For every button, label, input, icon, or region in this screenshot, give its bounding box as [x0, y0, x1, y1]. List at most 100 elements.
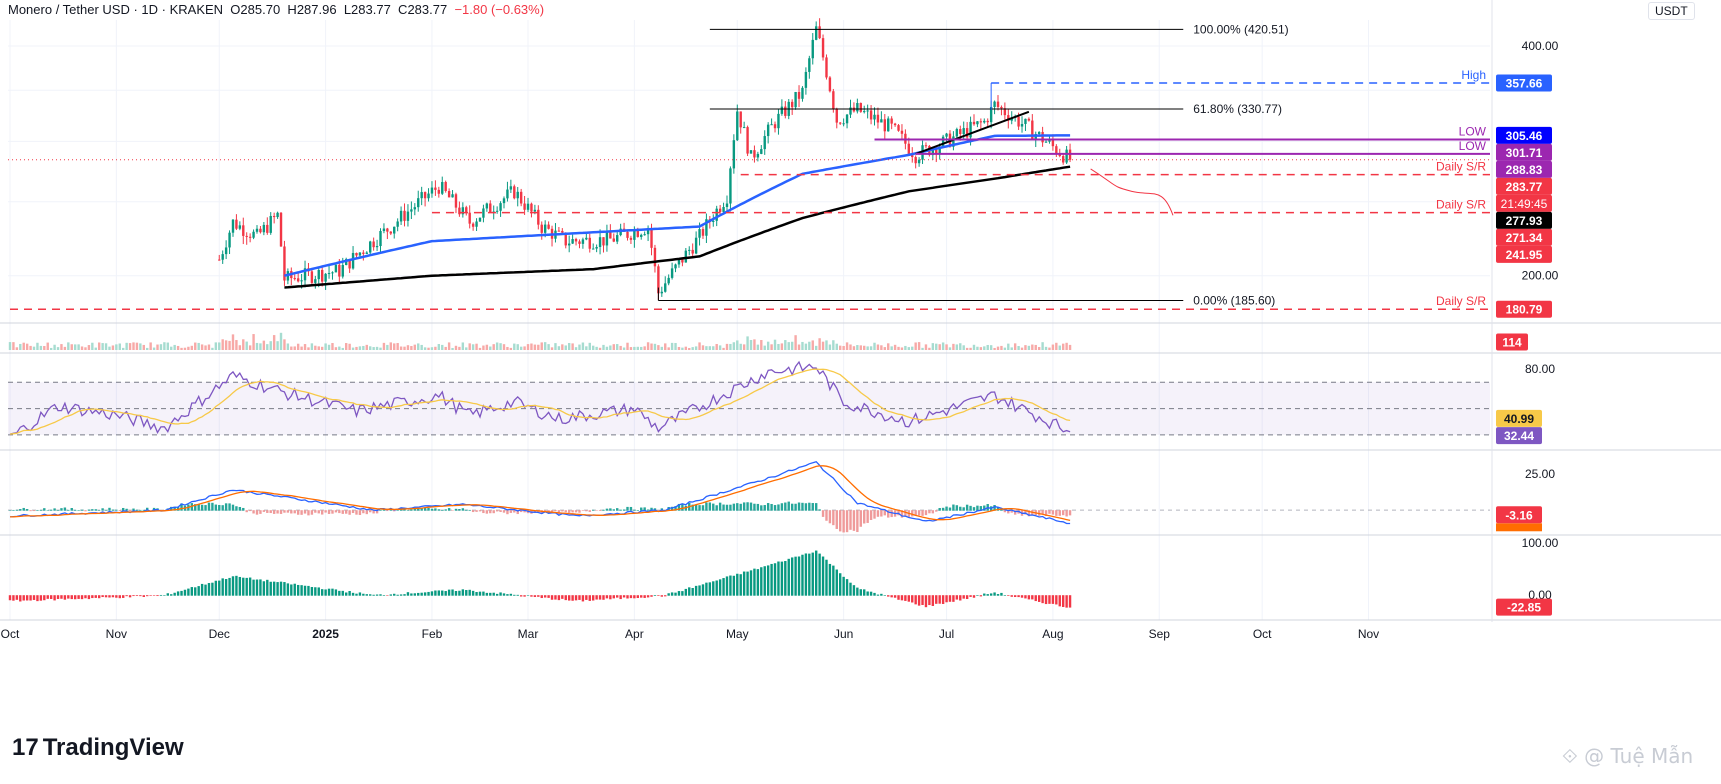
candle-body — [235, 219, 238, 229]
candle-body — [543, 224, 547, 233]
macd-histogram-bar — [622, 509, 626, 511]
macd-histogram-bar — [557, 510, 561, 515]
oscillator-bar — [8, 595, 12, 601]
oscillator-bar — [863, 589, 866, 596]
macd-histogram-bar — [715, 505, 718, 511]
volume-bar — [1068, 344, 1072, 350]
macd-pane[interactable]: 25.00 -3.16 — [8, 460, 1555, 533]
oscillator-bar — [303, 585, 307, 596]
candle-body — [338, 264, 341, 277]
macd-histogram-bar — [845, 510, 849, 533]
oscillator-bar — [945, 595, 948, 603]
macd-histogram-bar — [207, 502, 211, 511]
candle — [897, 124, 900, 132]
candle-body — [945, 133, 948, 137]
oscillator-bar — [25, 595, 29, 601]
ema50-line[interactable] — [284, 134, 1071, 277]
volume-bar — [80, 346, 84, 350]
volume-bar — [413, 344, 417, 350]
macd-histogram-bar — [516, 510, 519, 515]
candle — [1068, 143, 1072, 163]
volume-bar — [1007, 343, 1010, 350]
rsi-line[interactable] — [9, 360, 1071, 435]
candle — [588, 233, 591, 253]
volume-bar — [811, 340, 814, 350]
candle — [224, 240, 228, 260]
oscillator-bar — [1037, 595, 1041, 602]
candle-body — [814, 26, 818, 40]
oscillator-bar — [276, 582, 279, 596]
macd-line[interactable] — [9, 460, 1071, 525]
candle — [681, 259, 684, 267]
macd-histogram-bar — [1051, 510, 1055, 515]
macd-histogram-bar — [386, 510, 389, 512]
oscillator-bar — [519, 595, 523, 597]
volume-bar — [166, 342, 170, 350]
oscillator-bar — [866, 591, 869, 596]
macd-histogram-bar — [938, 508, 941, 511]
candle — [811, 33, 814, 65]
macd-histogram-bar — [218, 504, 221, 511]
oscillator-bar — [228, 577, 231, 596]
macd-histogram-bar — [327, 510, 331, 514]
macd-histogram-bar — [465, 509, 468, 511]
volume-bar — [739, 343, 742, 350]
currency-button[interactable]: USDT — [1648, 2, 1695, 20]
macd-histogram-bar — [509, 510, 513, 513]
candle — [777, 109, 780, 135]
macd-histogram-bar — [259, 510, 262, 514]
oscillator-bar — [804, 553, 808, 596]
candle — [591, 243, 595, 250]
volume-bar — [94, 347, 97, 350]
oscillator-bar — [1058, 595, 1061, 607]
rsi-pane[interactable]: 80.00 40.99 32.44 — [8, 360, 1555, 445]
price-pane[interactable]: 100.00% (420.51) 61.80% (330.77) 0.00% (18… — [8, 18, 1559, 318]
candle — [595, 244, 598, 253]
macd-signal-line[interactable] — [9, 465, 1071, 522]
volume-bar — [907, 347, 911, 350]
price-badge-bg — [1496, 177, 1552, 195]
ema200-line[interactable] — [284, 165, 1071, 289]
oscillator-bar — [84, 595, 87, 599]
macd-histogram-bar — [650, 507, 653, 511]
candle — [770, 118, 773, 126]
time-tick-label: Apr — [625, 627, 644, 641]
oscillator-bar — [170, 594, 173, 596]
macd-histogram-bar — [581, 510, 585, 511]
volume-bar — [550, 347, 554, 350]
rising-trendline[interactable] — [915, 110, 1030, 155]
oscillator-bar — [760, 567, 763, 596]
oscillator-bar — [499, 592, 502, 596]
candle-body — [612, 238, 615, 242]
candle-body — [362, 252, 365, 254]
rsi-ma-line[interactable] — [9, 368, 1071, 435]
volume-bar — [887, 343, 890, 350]
macd-histogram-bar — [736, 503, 739, 511]
time-axis[interactable]: Oct Nov Dec 2025 Feb Mar Apr May Jun Jul Aug Sep Oct… — [1, 627, 1380, 641]
macd-histogram-bar — [770, 503, 773, 511]
oscillator-bar — [46, 595, 49, 599]
time-tick-label: Feb — [422, 627, 443, 641]
tradingview-logo[interactable]: 17 TradingView — [12, 734, 184, 762]
candle-body — [588, 237, 591, 249]
macd-histogram-bar — [441, 509, 444, 511]
candle-body — [873, 114, 876, 120]
macd-histogram-bar — [609, 508, 612, 511]
projected-path[interactable] — [1090, 168, 1174, 216]
candle-body — [238, 225, 242, 229]
oscillator-bar — [794, 556, 797, 596]
symbol-name[interactable]: Monero / Tether USD · 1D · KRAKEN — [8, 2, 224, 17]
oscillator-bar — [935, 595, 938, 604]
macd-histogram-bar — [447, 508, 451, 511]
candle-body — [458, 207, 461, 215]
candle-body — [705, 219, 708, 236]
oscillator-bar — [296, 584, 300, 596]
candle — [664, 276, 667, 293]
macd-histogram-bar — [643, 507, 646, 511]
oscillator-pane[interactable]: 100.000.00-22.85 — [8, 536, 1559, 616]
macd-histogram-bar — [32, 510, 36, 512]
volume-bar — [266, 344, 269, 350]
volume-pane[interactable]: 114 — [8, 332, 1528, 351]
candle-body — [430, 187, 434, 194]
